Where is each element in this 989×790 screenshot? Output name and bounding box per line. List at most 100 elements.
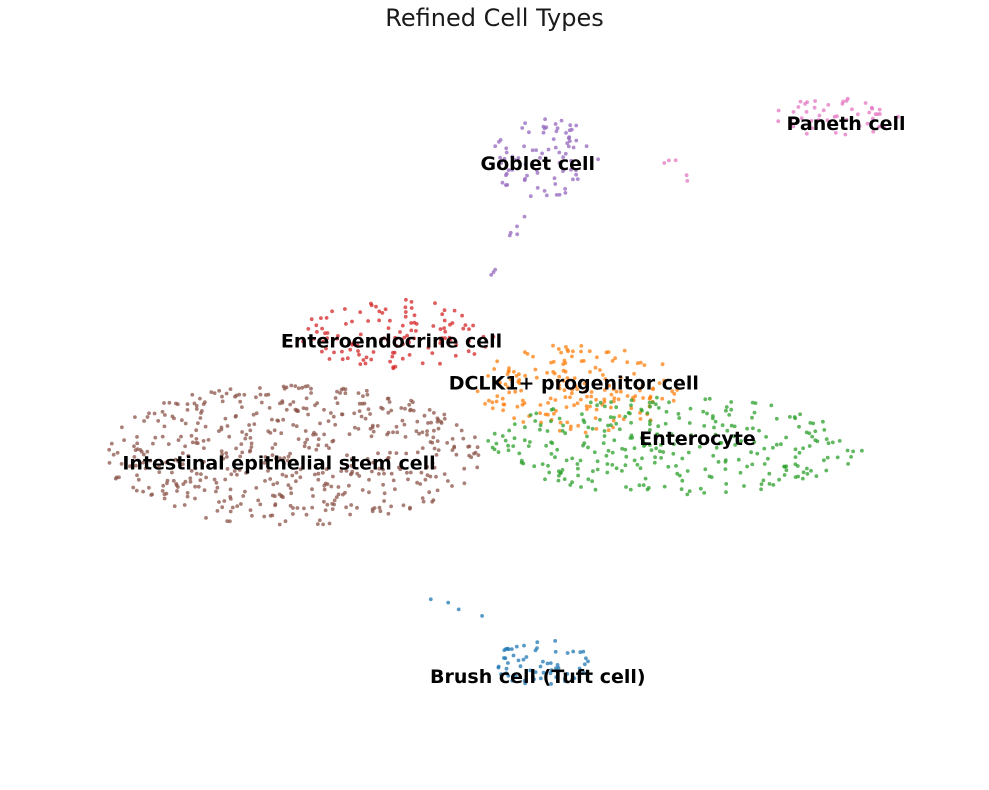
point-intestinal-epithelial-stem-cell [171,478,176,483]
point-enterocyte [797,424,801,429]
point-enterocyte [586,445,590,450]
point-enteroendocrine-cell [377,318,381,323]
point-intestinal-epithelial-stem-cell [338,391,342,395]
point-enterocyte [736,457,741,462]
point-enterocyte [655,395,659,400]
point-enterocyte [723,467,728,471]
point-intestinal-epithelial-stem-cell [425,432,429,437]
point-enterocyte [647,400,652,405]
point-dclk1-progenitor-cell [521,420,526,424]
point-intestinal-epithelial-stem-cell [134,488,139,493]
point-intestinal-epithelial-stem-cell [162,496,167,501]
point-intestinal-epithelial-stem-cell [162,401,166,405]
point-enterocyte [500,434,505,438]
point-enterocyte [749,450,753,455]
point-goblet-cell [542,189,547,193]
point-intestinal-epithelial-stem-cell [204,475,209,480]
point-intestinal-epithelial-stem-cell [426,421,430,425]
point-goblet-cell [568,123,573,128]
point-paneth-cell [844,118,849,122]
point-enterocyte [782,473,787,477]
point-enteroendocrine-cell [454,343,459,347]
point-intestinal-epithelial-stem-cell [382,499,386,503]
point-brush-cell-tuft-cell [548,661,553,665]
point-enterocyte [602,434,607,438]
point-dclk1-progenitor-cell [603,377,608,381]
point-enteroendocrine-cell [312,336,316,341]
point-intestinal-epithelial-stem-cell [352,411,357,416]
point-goblet-cell [498,155,502,160]
point-brush-cell-tuft-cell [555,663,560,667]
point-goblet-cell [538,156,542,160]
point-intestinal-epithelial-stem-cell [306,412,310,417]
point-intestinal-epithelial-stem-cell [363,416,368,421]
point-dclk1-progenitor-cell [572,403,576,408]
point-enterocyte [687,421,692,425]
point-enterocyte [724,405,729,409]
point-enterocyte [507,428,512,433]
point-enterocyte [556,478,561,483]
point-intestinal-epithelial-stem-cell [296,409,300,413]
point-intestinal-epithelial-stem-cell [322,487,327,492]
point-dclk1-progenitor-cell [512,416,516,421]
point-brush-cell-tuft-cell [541,659,545,664]
point-dclk1-progenitor-cell [635,361,640,366]
point-enteroendocrine-cell [440,312,445,317]
point-enterocyte [641,483,646,487]
point-intestinal-epithelial-stem-cell [355,471,360,476]
point-dclk1-progenitor-cell [556,347,561,351]
point-goblet-cell [553,182,558,186]
point-dclk1-progenitor-cell [538,411,542,415]
point-intestinal-epithelial-stem-cell [326,419,331,423]
point-intestinal-epithelial-stem-cell [348,512,352,517]
point-brush-cell-tuft-cell [549,668,554,673]
point-enteroendocrine-cell [382,336,387,341]
point-dclk1-progenitor-cell [575,401,580,406]
point-dclk1-progenitor-cell [609,392,614,397]
point-intestinal-epithelial-stem-cell [270,417,274,422]
point-dclk1-progenitor-cell [557,383,561,388]
point-enteroendocrine-cell [357,352,361,357]
point-intestinal-epithelial-stem-cell [258,502,263,507]
point-enterocyte [860,448,864,453]
point-brush-cell-tuft-cell [506,647,511,652]
point-enterocyte [762,446,767,451]
point-enterocyte [671,451,676,456]
point-enterocyte [757,428,761,433]
point-dclk1-progenitor-cell [507,390,512,395]
point-intestinal-epithelial-stem-cell [214,489,218,494]
point-dclk1-progenitor-cell [642,363,647,367]
point-intestinal-epithelial-stem-cell [240,450,245,455]
point-enteroendocrine-cell [448,337,453,342]
point-enteroendocrine-cell [442,326,446,330]
point-dclk1-progenitor-cell [563,395,568,400]
point-intestinal-epithelial-stem-cell [422,413,427,418]
point-enterocyte [626,410,631,415]
point-intestinal-epithelial-stem-cell [176,459,181,464]
point-intestinal-epithelial-stem-cell [415,480,419,485]
point-goblet-cell [541,130,546,135]
point-intestinal-epithelial-stem-cell [367,490,371,495]
point-enterocyte [804,430,809,435]
point-dclk1-progenitor-cell [501,408,505,413]
point-enterocyte [606,448,611,453]
point-intestinal-epithelial-stem-cell [322,407,326,412]
point-intestinal-epithelial-stem-cell [298,467,303,472]
point-intestinal-epithelial-stem-cell [349,463,354,468]
point-dclk1-progenitor-cell [583,389,588,394]
point-goblet-cell [542,126,547,131]
point-enterocyte [560,468,565,472]
point-intestinal-epithelial-stem-cell [389,408,394,413]
point-intestinal-epithelial-stem-cell [466,444,470,449]
points-layer [107,96,900,686]
point-intestinal-epithelial-stem-cell [323,508,328,513]
point-intestinal-epithelial-stem-cell [252,422,257,426]
point-dclk1-progenitor-cell [546,401,550,405]
point-intestinal-epithelial-stem-cell [224,391,229,396]
point-intestinal-epithelial-stem-cell [302,506,306,511]
point-enteroendocrine-cell [324,316,329,320]
point-brush-cell-tuft-cell [504,671,508,676]
point-enterocyte [612,415,616,420]
point-enterocyte [528,413,533,417]
point-enterocyte [610,463,615,467]
